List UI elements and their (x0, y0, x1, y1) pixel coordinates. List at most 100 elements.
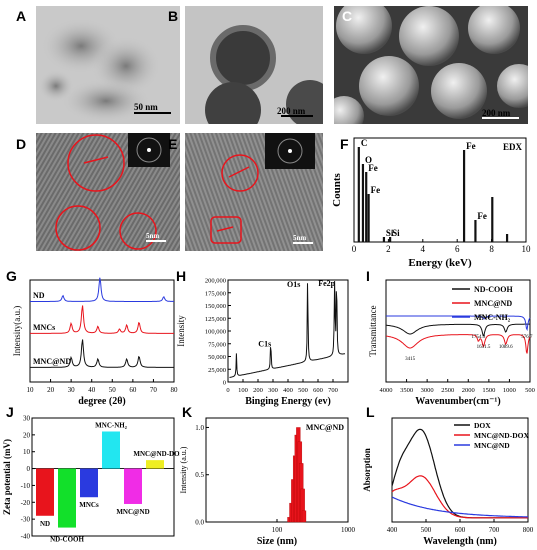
uvvis-xtick-label: 700 (489, 526, 500, 534)
panel-label-a: A (16, 8, 27, 24)
xps-frame (227, 279, 349, 383)
edx-peak-label: O (365, 155, 372, 165)
xps-xtick-label: 400 (283, 387, 293, 394)
edx-peak-label: Fe (477, 211, 487, 221)
zeta-bar-label: MNCs (79, 501, 99, 509)
edx-legend: EDX (503, 142, 523, 152)
xrd-xtick-label: 50 (109, 386, 117, 394)
zeta-bar (58, 468, 76, 528)
ftir-xtick-label: 1500 (482, 387, 495, 394)
panel-label-l: L (366, 404, 375, 420)
xps-xlabel: Binging Energy (ev) (245, 396, 331, 407)
xps-ytick-label: 125,000 (205, 316, 226, 323)
uvvis-series-1 (391, 475, 528, 519)
xps-spectrum (229, 280, 346, 378)
panel-label-h: H (176, 268, 187, 284)
xps-ytick-label: 100,000 (205, 329, 226, 336)
uvvis-xtick-label: 600 (455, 526, 466, 534)
scalebar-e: 5nm (293, 234, 307, 242)
dls-xtick-label: 100 (272, 526, 283, 534)
dls-bar (301, 510, 307, 523)
uvvis-legend-label: DOX (474, 421, 491, 430)
ftir-annotation: 1614.1 (477, 315, 491, 320)
panel-label-d: D (16, 136, 27, 152)
ftir-frame (385, 279, 531, 383)
zeta-ytick-label: -20 (21, 499, 31, 507)
zeta-bar (80, 468, 98, 498)
zeta-frame (31, 417, 175, 537)
uvvis-legend-label: MNC@ND-DOX (474, 431, 529, 440)
uvvis-xtick-label: 500 (421, 526, 432, 534)
xps-annotation: C1s (258, 339, 271, 348)
ftir-xlabel: Wavenumber(cm⁻¹) (415, 396, 500, 407)
scalebar-c: 200 nm (482, 108, 511, 118)
edx-xtick-label: 10 (522, 244, 532, 254)
xps-xtick-label: 300 (268, 387, 278, 394)
xrd-xtick-label: 30 (68, 386, 76, 394)
xrd-xtick-label: 10 (27, 386, 35, 394)
xrd-xtick-label: 20 (47, 386, 55, 394)
zeta-ytick-label: 10 (23, 448, 31, 456)
edx-peak-label: Fe (368, 163, 378, 173)
xps-chart: 0 25,000 50,000 75,000 100,000 125,000 150,000… (176, 278, 349, 407)
dls-ytick-label: 0.0 (195, 519, 204, 527)
panel-label-k: K (182, 404, 193, 420)
xps-ytick-label: 150,000 (205, 303, 226, 310)
xrd-frame (29, 279, 175, 383)
uvvis-xtick-label: 400 (387, 526, 398, 534)
edx-xtick-label: 2 (386, 244, 391, 254)
xrd-xtick-label: 60 (129, 386, 137, 394)
xps-ylabel: Intensity (176, 315, 186, 347)
ftir-xtick-label: 4000 (380, 387, 393, 394)
scalebar-a: 50 nm (134, 102, 158, 112)
ftir-xtick-label: 3000 (421, 387, 434, 394)
zeta-bar (146, 460, 164, 469)
zeta-ytick-label: 20 (23, 431, 31, 439)
xps-ytick-label: 25,000 (208, 367, 226, 374)
zeta-bar-label: MNC@ND (116, 508, 149, 516)
ftir-annotation: 1754.9 (471, 335, 485, 340)
dls-ytick-label: 0.5 (195, 471, 204, 479)
xrd-series-2 (30, 339, 174, 368)
hrtem-image-d: 5nm (36, 133, 180, 251)
ftir-legend-label: MNC@ND (474, 299, 512, 308)
hrtem-d-texture (36, 133, 180, 251)
sem-image-c: 200 nm (334, 6, 528, 124)
ftir-annotation: 1089.6 (499, 345, 513, 350)
dls-chart: 0.0 0.5 1.0 100 1000 MNC@ND Size (nm) Intensity… (179, 417, 356, 547)
xps-ytick-label: 0 (223, 380, 226, 387)
edx-peak-label: C (361, 138, 368, 148)
xps-ytick-label: 175,000 (205, 290, 226, 297)
ftir-xtick-label: 1000 (503, 387, 516, 394)
xrd-xlabel: degree (2θ) (78, 396, 126, 407)
xrd-series-label: MNCs (33, 323, 55, 332)
panel-label-c: C (342, 8, 353, 24)
ftir-xtick-label: 2500 (441, 387, 454, 394)
xrd-chart: ND MNCs MNC@ND 10 20 30 40 50 60 70 80 degree (2θ) I… (12, 277, 178, 407)
ftir-xtick-label: 2000 (462, 387, 475, 394)
tem-b-texture (205, 25, 323, 124)
ftir-series-ndcooh (385, 323, 530, 337)
xrd-series-label: MNC@ND (33, 357, 71, 366)
hrtem-image-e: 5nm (185, 133, 323, 251)
hrtem-e-texture (185, 133, 323, 251)
panel-label-i: I (366, 268, 370, 284)
zeta-bar-label: ND-COOH (50, 536, 84, 544)
xps-annotation: Fe2p (318, 279, 335, 288)
dls-ytick-label: 1.0 (195, 424, 204, 432)
zeta-ytick-label: -30 (21, 516, 31, 524)
xrd-series-label: ND (33, 291, 45, 300)
ftir-series-mncnh2 (386, 315, 531, 332)
ftir-annotation: 3415 (405, 357, 416, 362)
edx-xtick-label: 4 (421, 244, 426, 254)
uvvis-xlabel: Wavelength (nm) (423, 536, 497, 547)
tem-image-a: 50 nm (36, 6, 180, 124)
panel-label-j: J (6, 404, 14, 420)
xps-xtick-label: 500 (298, 387, 308, 394)
xrd-series-0 (30, 277, 174, 302)
xrd-series-1 (30, 305, 174, 334)
zeta-ytick-label: 30 (23, 415, 31, 423)
zeta-bar (124, 468, 142, 504)
scalebar-b: 200 nm (277, 106, 306, 116)
